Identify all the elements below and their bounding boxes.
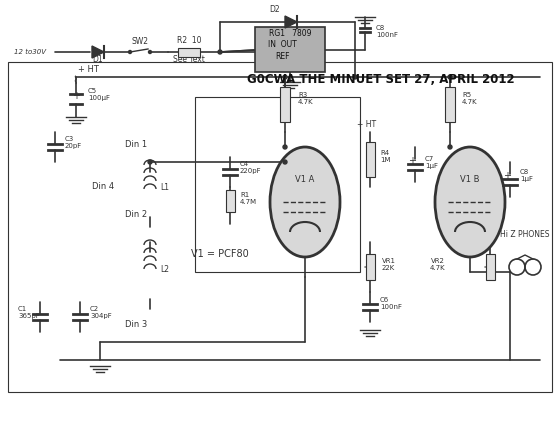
Circle shape: [148, 50, 152, 53]
Text: IN  OUT: IN OUT: [268, 40, 296, 49]
Text: C4
220pF: C4 220pF: [240, 161, 262, 174]
Circle shape: [283, 145, 287, 149]
Text: C3
20pF: C3 20pF: [65, 136, 82, 149]
Text: R4
1M: R4 1M: [380, 150, 390, 163]
Text: V1 A: V1 A: [295, 175, 315, 184]
Text: V1 = PCF80: V1 = PCF80: [191, 249, 249, 259]
Text: See Text: See Text: [173, 55, 205, 64]
Text: SW2: SW2: [132, 37, 148, 46]
Text: D2: D2: [270, 5, 281, 14]
Circle shape: [218, 50, 222, 54]
Ellipse shape: [270, 147, 340, 257]
Text: VR2
4.7K: VR2 4.7K: [430, 258, 445, 271]
Bar: [195, 97, 360, 272]
Text: R1
4.7M: R1 4.7M: [240, 192, 257, 205]
Text: REF: REF: [275, 52, 290, 61]
Bar: [486, 254, 494, 280]
Text: ⌇: ⌇: [72, 76, 78, 86]
Text: + HT: + HT: [357, 120, 376, 129]
Circle shape: [448, 145, 452, 149]
Text: D1: D1: [93, 55, 103, 64]
Text: C7
1µF: C7 1µF: [425, 156, 438, 169]
Text: G0CWA THE MINUET SET 27, APRIL 2012: G0CWA THE MINUET SET 27, APRIL 2012: [247, 73, 515, 86]
Bar: [366, 254, 375, 280]
Text: Din 1: Din 1: [125, 140, 147, 149]
Bar: [445, 87, 455, 122]
Text: +: +: [503, 171, 511, 181]
Text: C8
100nF: C8 100nF: [376, 25, 398, 38]
Text: R5
4.7K: R5 4.7K: [462, 92, 478, 105]
Ellipse shape: [435, 147, 505, 257]
Text: L1: L1: [160, 183, 169, 192]
Text: Din 3: Din 3: [125, 320, 147, 329]
Text: +: +: [408, 156, 416, 166]
Text: Din 2: Din 2: [125, 210, 147, 219]
Circle shape: [353, 75, 357, 79]
Text: 12 to30V: 12 to30V: [14, 49, 46, 55]
Circle shape: [283, 160, 287, 164]
Text: C6
100nF: C6 100nF: [380, 297, 402, 310]
Bar: [366, 142, 375, 177]
Text: Hi Z PHONES: Hi Z PHONES: [500, 230, 550, 239]
Bar: [226, 190, 235, 212]
Text: C2
304pF: C2 304pF: [90, 306, 112, 319]
Text: VR1
22K: VR1 22K: [382, 258, 396, 271]
Bar: [280, 87, 290, 122]
Polygon shape: [92, 46, 104, 58]
Circle shape: [448, 75, 452, 79]
Bar: [255, 27, 325, 72]
Text: C8
1µF: C8 1µF: [520, 169, 533, 182]
Bar: [178, 47, 200, 57]
Text: C1
365pF: C1 365pF: [18, 306, 40, 319]
Text: C5
100µF: C5 100µF: [88, 88, 110, 101]
Text: Din 4: Din 4: [92, 182, 114, 191]
Text: RG1   7809: RG1 7809: [269, 29, 311, 38]
Text: L2: L2: [160, 265, 169, 274]
Text: R3
4.7K: R3 4.7K: [298, 92, 314, 105]
Polygon shape: [285, 16, 297, 28]
Text: +: +: [72, 91, 80, 101]
Bar: [8, 62, 552, 392]
Text: R2  10: R2 10: [177, 36, 201, 45]
Circle shape: [128, 50, 132, 53]
Text: + HT: + HT: [78, 65, 99, 74]
Text: V1 B: V1 B: [460, 175, 480, 184]
Circle shape: [283, 75, 287, 79]
Circle shape: [148, 160, 152, 164]
